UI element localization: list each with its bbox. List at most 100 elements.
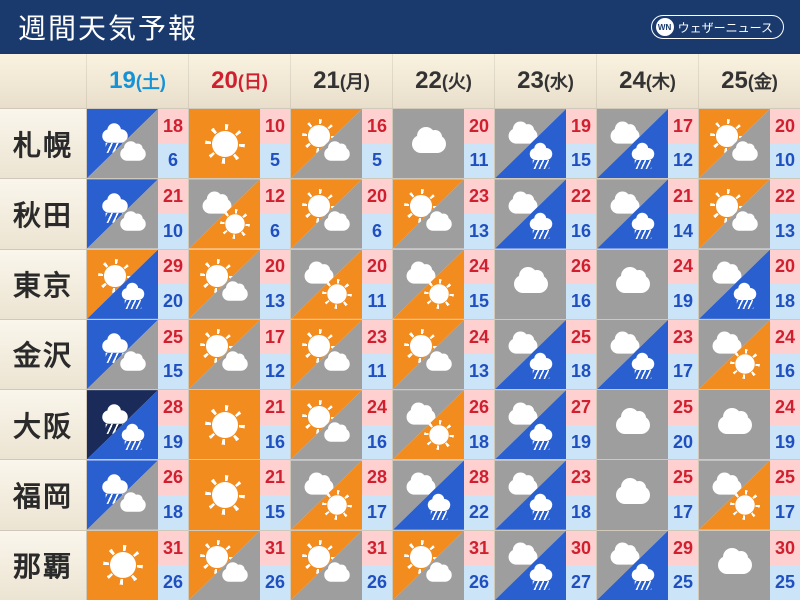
temps: 2618	[158, 460, 188, 529]
sun-icon	[409, 335, 431, 357]
sun-icon	[205, 335, 227, 357]
temp-high: 28	[362, 460, 392, 495]
temp-high: 23	[566, 460, 596, 495]
weather-icon	[189, 390, 260, 459]
rain-icon	[529, 358, 552, 370]
weather-icon	[597, 179, 668, 248]
forecast-row: 東京2920201320112415261624192018	[0, 249, 800, 319]
date-dow: (日)	[238, 68, 268, 94]
sun-icon	[715, 195, 737, 217]
temp-low: 22	[464, 495, 494, 530]
temp-high: 18	[158, 109, 188, 144]
rain-icon	[631, 218, 654, 230]
forecast-cell: 3126	[392, 531, 494, 600]
temps: 206	[362, 179, 392, 248]
temps: 2416	[770, 320, 800, 389]
temps: 1712	[260, 320, 290, 389]
temp-high: 23	[464, 179, 494, 214]
city-label: 秋田	[0, 179, 86, 248]
forecast-row: 那覇3126312631263126302729253025	[0, 530, 800, 600]
weather-icon	[393, 109, 464, 178]
forecast-container: 週間天気予報 WN ウェザーニュース 19(土)20(日)21(月)22(火)2…	[0, 0, 800, 600]
cloud-icon	[222, 287, 248, 301]
temp-high: 24	[362, 390, 392, 425]
forecast-cell: 2618	[86, 460, 188, 529]
forecast-cell: 2520	[596, 390, 698, 459]
temps: 2018	[770, 250, 800, 319]
weather-icon	[291, 390, 362, 459]
temps: 1915	[566, 109, 596, 178]
sun-icon	[212, 412, 238, 438]
temps: 2817	[362, 460, 392, 529]
forecast-cell: 2419	[596, 250, 698, 319]
cloud-icon	[610, 339, 639, 354]
weather-icon	[87, 179, 158, 248]
weather-icon	[87, 460, 158, 529]
cloud-icon	[222, 358, 248, 372]
weather-half	[597, 460, 668, 529]
cloud-icon	[120, 358, 146, 372]
rain-icon	[529, 218, 552, 230]
date-dow: (水)	[544, 68, 574, 94]
forecast-cell: 2518	[494, 320, 596, 389]
date-cell: 20(日)	[188, 54, 290, 108]
temp-low: 11	[464, 144, 494, 179]
brand-logo: WN	[656, 18, 674, 36]
rain-icon	[102, 480, 128, 494]
weather-half	[393, 109, 464, 178]
temp-low: 12	[260, 354, 290, 389]
temp-low: 15	[158, 354, 188, 389]
weather-icon	[495, 179, 566, 248]
cloud-icon	[610, 198, 639, 213]
forecast-row: 金沢2515171223112413251823172416	[0, 319, 800, 389]
temp-low: 5	[362, 144, 392, 179]
sun-icon	[409, 546, 431, 568]
temps: 186	[158, 109, 188, 178]
weather-icon	[189, 460, 260, 529]
weather-icon	[495, 460, 566, 529]
temp-low: 6	[362, 214, 392, 249]
temps: 2216	[566, 179, 596, 248]
cloud-icon	[324, 428, 350, 442]
temp-high: 23	[668, 320, 698, 355]
forecast-cell: 2010	[698, 109, 800, 178]
weather-half	[699, 390, 770, 459]
cloud-icon	[120, 217, 146, 231]
temp-low: 18	[464, 425, 494, 460]
city-label: 東京	[0, 250, 86, 319]
cloud-icon	[406, 269, 435, 284]
forecast-cell: 2018	[698, 250, 800, 319]
temp-high: 26	[464, 390, 494, 425]
weather-icon	[699, 250, 770, 319]
cloud-icon	[718, 416, 752, 434]
forecast-cell: 2719	[494, 390, 596, 459]
temp-low: 16	[362, 425, 392, 460]
cloud-icon	[406, 409, 435, 424]
temp-high: 31	[158, 531, 188, 566]
weather-icon	[699, 531, 770, 600]
cloud-icon	[324, 569, 350, 583]
weather-half	[597, 250, 668, 319]
weather-icon	[291, 531, 362, 600]
cloud-icon	[732, 217, 758, 231]
temp-high: 21	[260, 390, 290, 425]
forecast-cell: 1712	[188, 320, 290, 389]
weather-icon	[291, 460, 362, 529]
temp-high: 24	[770, 390, 800, 425]
dates-spacer	[0, 54, 86, 108]
temps: 3126	[464, 531, 494, 600]
temp-low: 17	[770, 495, 800, 530]
city-label: 大阪	[0, 390, 86, 459]
cloud-icon	[508, 198, 537, 213]
sun-icon	[409, 195, 431, 217]
forecast-cell: 2116	[188, 390, 290, 459]
date-day: 22	[415, 67, 442, 95]
temps: 2116	[260, 390, 290, 459]
temps: 2819	[158, 390, 188, 459]
temps: 2920	[158, 250, 188, 319]
sun-icon	[212, 131, 238, 157]
forecast-cell: 2415	[392, 250, 494, 319]
forecast-cell: 2920	[86, 250, 188, 319]
cloud-icon	[324, 147, 350, 161]
sun-icon	[327, 495, 347, 515]
